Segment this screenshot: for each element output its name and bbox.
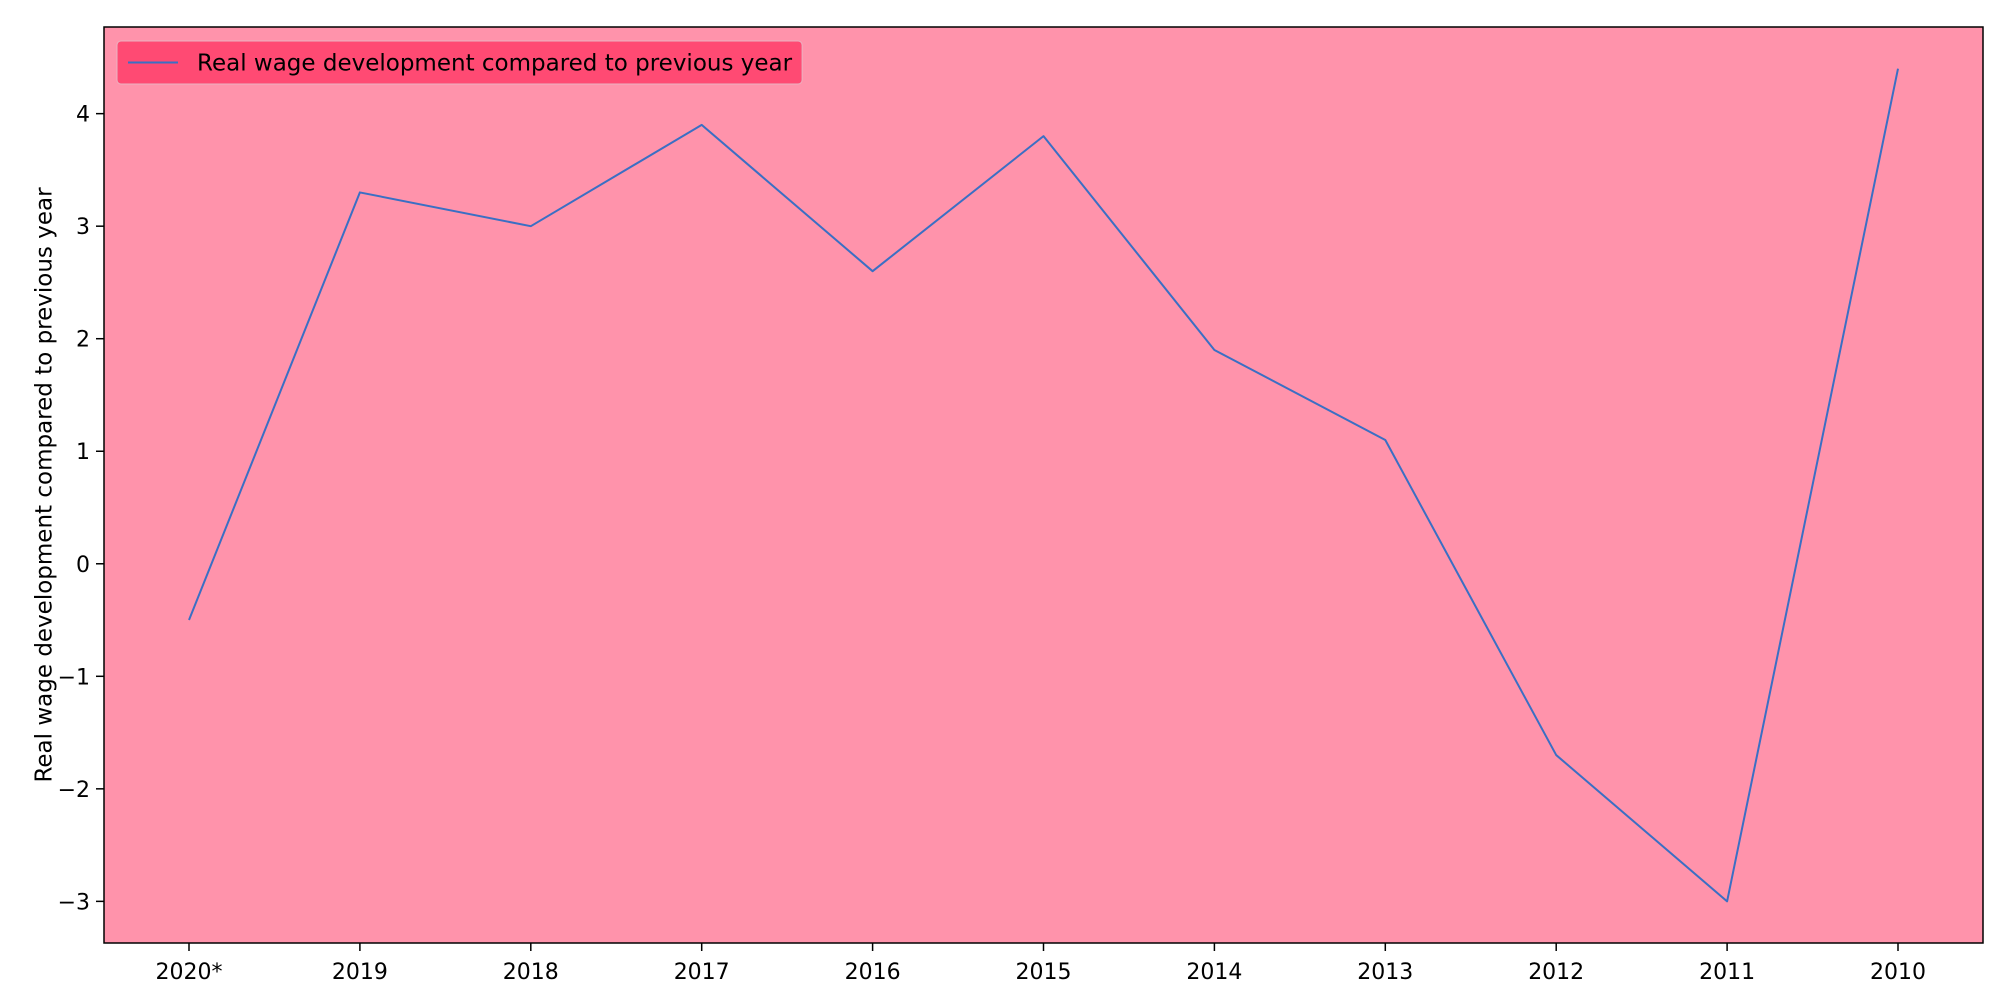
y-axis-title: Real wage development compared to previo… bbox=[32, 187, 58, 783]
legend-box bbox=[116, 40, 803, 85]
x-tick-label: 2012 bbox=[1528, 960, 1584, 985]
plot-area bbox=[104, 27, 1983, 943]
x-axis: 2020* 2019 2018 2017 2016 2015 2014 2013 2012 201… bbox=[156, 943, 1926, 985]
y-tick-label: 0 bbox=[76, 553, 90, 578]
y-tick-label: 4 bbox=[76, 103, 90, 128]
plot-frame bbox=[103, 26, 1984, 944]
y-tick-label: −1 bbox=[58, 665, 90, 690]
x-tick-label: 2011 bbox=[1699, 960, 1755, 985]
series-line-0 bbox=[188, 68, 1899, 903]
y-tick-label: 2 bbox=[76, 328, 90, 353]
x-tick-label: 2016 bbox=[845, 960, 901, 985]
x-tick-label: 2017 bbox=[674, 960, 730, 985]
x-tick-label: 2015 bbox=[1016, 960, 1072, 985]
x-tick-label: 2020* bbox=[156, 960, 223, 985]
y-tick-label: −3 bbox=[58, 890, 90, 915]
x-tick-label: 2013 bbox=[1357, 960, 1413, 985]
series-layer bbox=[188, 68, 1899, 903]
legend: Real wage development compared to previo… bbox=[116, 40, 803, 85]
x-tick-label: 2014 bbox=[1186, 960, 1242, 985]
y-tick-label: 1 bbox=[76, 440, 90, 465]
legend-label: Real wage development compared to previo… bbox=[197, 51, 793, 77]
x-tick-label: 2010 bbox=[1870, 960, 1926, 985]
y-tick-label: 3 bbox=[76, 215, 90, 240]
y-axis: −3 −2 −1 0 1 2 3 4 bbox=[58, 103, 104, 915]
x-tick-label: 2019 bbox=[332, 960, 388, 985]
x-tick-label: 2018 bbox=[503, 960, 559, 985]
y-tick-label: −2 bbox=[58, 778, 90, 803]
